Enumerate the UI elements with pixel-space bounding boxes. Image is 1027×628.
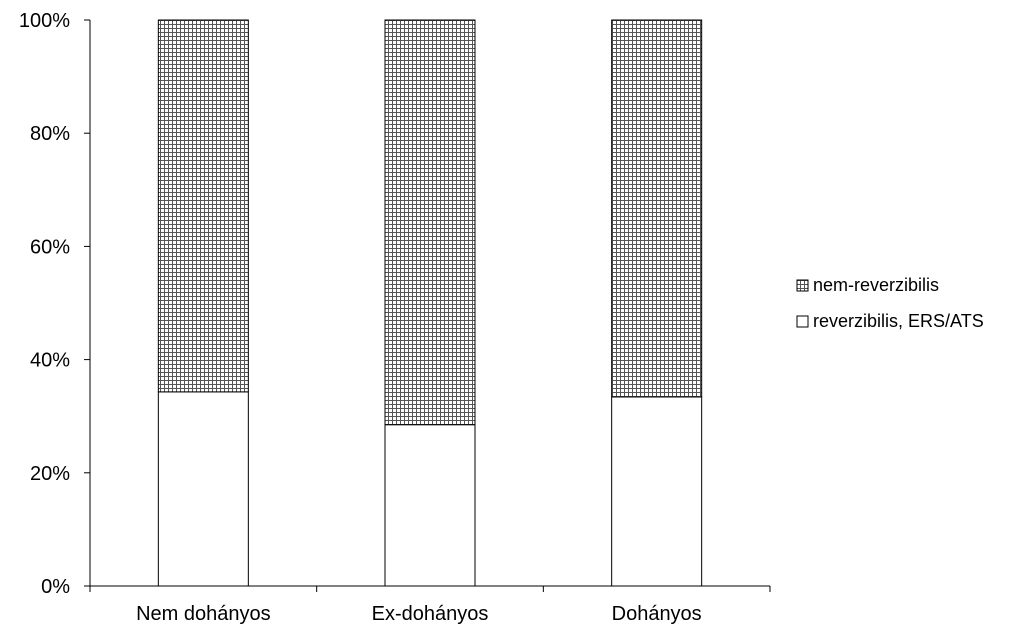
y-tick-label: 80% xyxy=(30,123,70,145)
y-tick-label: 20% xyxy=(30,463,70,485)
bar-segment-nem-reverzibilis xyxy=(384,19,476,426)
y-tick-label: 0% xyxy=(41,576,70,598)
x-category-label: Nem dohányos xyxy=(136,603,271,625)
y-tick-label: 100% xyxy=(19,10,70,32)
legend-swatch xyxy=(796,315,809,328)
y-tick-label: 60% xyxy=(30,236,70,258)
x-category-label: Ex-dohányos xyxy=(372,603,489,625)
y-tick-label: 40% xyxy=(30,350,70,372)
legend-label: reverzibilis, ERS/ATS xyxy=(813,311,984,331)
legend-swatch xyxy=(796,279,809,292)
legend: nem-reverzibilis reverzibilis, ERS/ATS xyxy=(796,275,984,331)
bar-segment-nem-reverzibilis xyxy=(611,19,703,398)
bar-segment-nem-reverzibilis xyxy=(157,19,249,393)
bar-segment-reverzibilis xyxy=(611,396,703,587)
x-category-label: Dohányos xyxy=(612,603,702,625)
bar-segment-reverzibilis xyxy=(384,424,476,587)
legend-label: nem-reverzibilis xyxy=(813,275,939,295)
bar-segment-reverzibilis xyxy=(157,391,249,587)
bars xyxy=(157,19,703,587)
axis-labels: 0% 20% 40% 60% 80% 100% Nem dohányos Ex-dohányo… xyxy=(19,10,702,625)
